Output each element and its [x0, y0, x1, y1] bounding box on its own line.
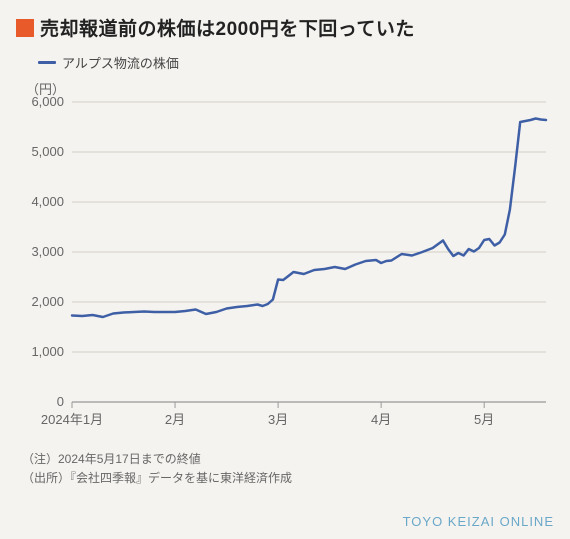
- svg-text:6,000: 6,000: [31, 94, 64, 109]
- note-line: （注）2024年5月17日までの終値: [22, 450, 554, 469]
- svg-text:2月: 2月: [165, 412, 185, 427]
- svg-text:5,000: 5,000: [31, 144, 64, 159]
- svg-text:3月: 3月: [268, 412, 288, 427]
- branding: TOYO KEIZAI ONLINE: [403, 514, 554, 529]
- chart-title-row: 売却報道前の株価は2000円を下回っていた: [16, 14, 554, 41]
- chart-title: 売却報道前の株価は2000円を下回っていた: [40, 14, 415, 41]
- svg-text:1,000: 1,000: [31, 344, 64, 359]
- legend-swatch: [38, 61, 56, 64]
- chart-notes: （注）2024年5月17日までの終値（出所）『会社四季報』データを基に東洋経済作…: [16, 450, 554, 488]
- svg-text:3,000: 3,000: [31, 244, 64, 259]
- chart-svg: （円）01,0002,0003,0004,0005,0006,0002024年1…: [16, 80, 554, 436]
- line-chart: （円）01,0002,0003,0004,0005,0006,0002024年1…: [16, 80, 554, 436]
- svg-text:0: 0: [57, 394, 64, 409]
- legend: アルプス物流の株価: [16, 53, 554, 72]
- svg-text:2024年1月: 2024年1月: [41, 412, 103, 427]
- svg-text:4月: 4月: [371, 412, 391, 427]
- note-line: （出所）『会社四季報』データを基に東洋経済作成: [22, 469, 554, 488]
- legend-label: アルプス物流の株価: [62, 53, 179, 72]
- title-marker: [16, 19, 34, 37]
- svg-text:2,000: 2,000: [31, 294, 64, 309]
- svg-text:5月: 5月: [474, 412, 494, 427]
- svg-text:4,000: 4,000: [31, 194, 64, 209]
